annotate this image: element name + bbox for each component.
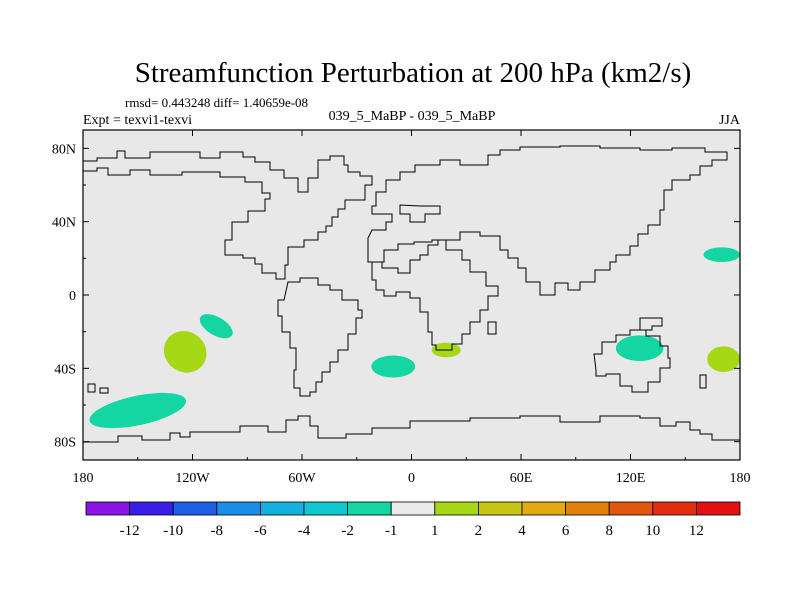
colorbar-swatch-11 xyxy=(521,501,566,516)
colorbar-label: 12 xyxy=(689,523,704,539)
coast-eurasia xyxy=(367,145,728,296)
colorbar-label: -6 xyxy=(254,523,267,539)
coast-south-america xyxy=(277,277,363,397)
colorbar-swatch-6 xyxy=(303,501,348,516)
map-background xyxy=(83,130,740,460)
experiment-label: Expt = texvi1-texvi xyxy=(83,113,192,128)
colorbar-swatch-7 xyxy=(347,501,392,516)
colorbar-swatch-4 xyxy=(216,501,261,516)
colorbar-label: 10 xyxy=(645,523,660,539)
colorbar-swatch-2 xyxy=(129,501,174,516)
anomaly-contour-6 xyxy=(615,335,664,361)
coast-new-zealand xyxy=(699,374,707,389)
coast-australia xyxy=(593,329,671,393)
colorbar-swatch-15 xyxy=(696,501,741,516)
chart-title: Streamfunction Perturbation at 200 hPa (… xyxy=(135,57,692,89)
anomaly-contour-1 xyxy=(89,392,187,429)
colorbar-label: -8 xyxy=(211,523,224,539)
colorbar-swatch-12 xyxy=(565,501,610,516)
x-tick-label: 60E xyxy=(510,471,533,486)
colorbar-swatch-5 xyxy=(259,501,305,516)
coast-north xyxy=(83,150,373,280)
y-tick-label: 0 xyxy=(69,289,76,304)
x-tick-label: 0 xyxy=(408,471,415,486)
anomaly-contour-2 xyxy=(199,314,233,339)
y-tick-label: 80S xyxy=(54,436,76,451)
x-tick-label: 60W xyxy=(288,471,316,486)
colorbar-label: 2 xyxy=(475,523,483,539)
colorbar-label: -2 xyxy=(341,523,354,539)
colorbar-swatch-9 xyxy=(434,501,479,516)
colorbar-swatch-3 xyxy=(172,501,218,516)
colorbar-swatch-13 xyxy=(608,501,654,516)
coastlines xyxy=(83,145,740,443)
colorbar-label: -4 xyxy=(298,523,311,539)
y-tick-label: 40N xyxy=(52,216,76,231)
coast-gulf xyxy=(399,204,441,223)
anomaly-contour-8 xyxy=(703,247,740,262)
anomaly-layer xyxy=(89,247,740,429)
colorbar-label: -10 xyxy=(163,523,183,539)
x-tick-label: 120W xyxy=(175,471,210,486)
coast-africa xyxy=(371,239,499,351)
colorbar-label: 6 xyxy=(562,523,570,539)
anomaly-contour-4 xyxy=(371,355,416,378)
case-label: 039_5_MaBP - 039_5_MaBP xyxy=(329,109,496,124)
colorbar-swatch-1 xyxy=(85,501,130,516)
colorbar-label: 4 xyxy=(518,523,526,539)
y-tick-label: 80N xyxy=(52,142,76,157)
colorbar-label: 1 xyxy=(431,523,439,539)
anomaly-contour-3 xyxy=(163,331,207,373)
colorbar-label: 8 xyxy=(605,523,613,539)
x-tick-label: 120E xyxy=(616,471,646,486)
colorbar-swatch-8 xyxy=(390,501,436,516)
coast-new-guinea xyxy=(639,317,663,331)
colorbar-swatch-10 xyxy=(477,501,523,516)
y-tick-label: 40S xyxy=(54,362,76,377)
x-tick-label: 180 xyxy=(73,471,94,486)
coast-antarctica xyxy=(83,415,740,443)
colorbar-label: -1 xyxy=(385,523,398,539)
anomaly-contour-7 xyxy=(707,346,740,372)
x-tick-label: 180 xyxy=(730,471,751,486)
coast-islands-south xyxy=(87,383,109,394)
coast-madagascar xyxy=(487,321,497,335)
season-label: JJA xyxy=(719,113,741,128)
map-panel: 180 120W 60W 0 60E 120E 180 80N 40N 0 40S 80S xyxy=(52,129,751,486)
stats-text: rmsd= 0.443248 diff= 1.40659e-08 xyxy=(125,95,308,110)
colorbar-swatch-14 xyxy=(652,501,697,516)
colorbar-label: -12 xyxy=(120,523,140,539)
map-axes: 180 120W 60W 0 60E 120E 180 80N 40N 0 40S 80S xyxy=(52,130,751,486)
colorbar: -12 -10 -8 -6 -4 -2 -1 1 2 4 6 8 10 12 xyxy=(85,501,741,539)
